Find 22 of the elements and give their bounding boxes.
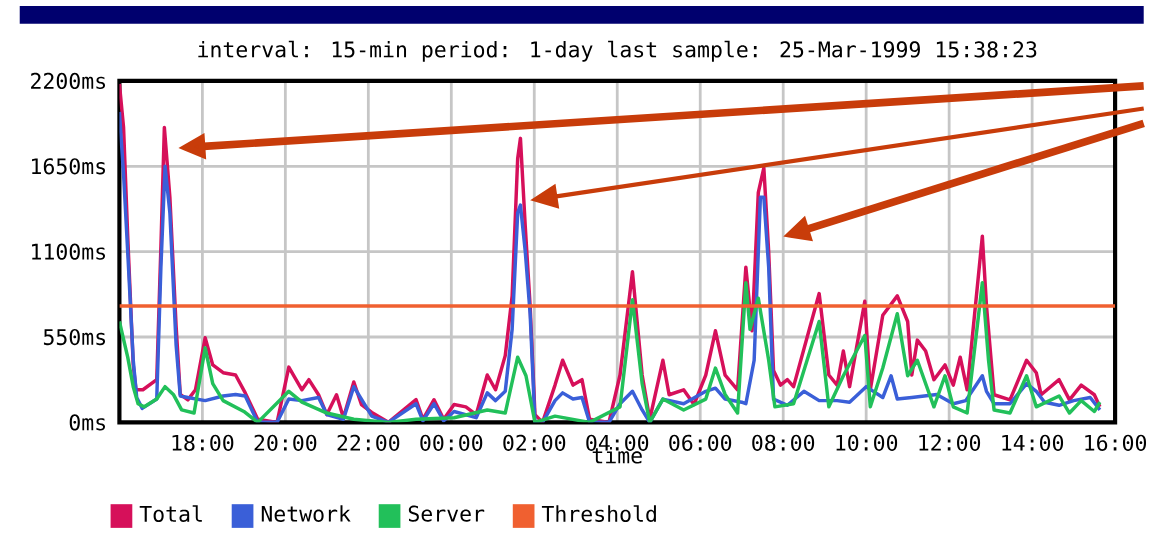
y-tick-label: 0ms	[69, 414, 106, 431]
x-tick-label: 14:00	[1002, 434, 1064, 452]
x-tick-label: 06:00	[669, 434, 732, 452]
y-tick-label: 1100ms	[32, 243, 106, 260]
legend-label: Server	[408, 505, 485, 522]
legend-label: Threshold	[541, 505, 656, 523]
legend-label: Total	[139, 505, 202, 523]
x-tick-label: 00:00	[420, 434, 483, 452]
line-series	[119, 281, 1102, 423]
x-tick-label: 16:00	[1085, 434, 1147, 452]
x-tick-label: 20:00	[254, 434, 317, 452]
x-tick-label: 10:00	[836, 434, 898, 452]
x-tick-label: 12:00	[919, 434, 981, 452]
chart-title: interval: 15-min period: 1-day last sample: 25-Mar-1999 15:38:23	[198, 40, 1037, 62]
y-tick-label: 550ms	[43, 329, 106, 346]
x-tick-label: 08:00	[752, 434, 815, 452]
x-tick-label: 22:00	[337, 434, 400, 452]
legend-label: Network	[261, 505, 351, 523]
y-tick-label: 2200ms	[31, 72, 106, 90]
y-tick-label: 1650ms	[32, 158, 106, 175]
x-tick-label: 18:00	[172, 434, 234, 452]
x-tick-label: 02:00	[503, 434, 566, 452]
